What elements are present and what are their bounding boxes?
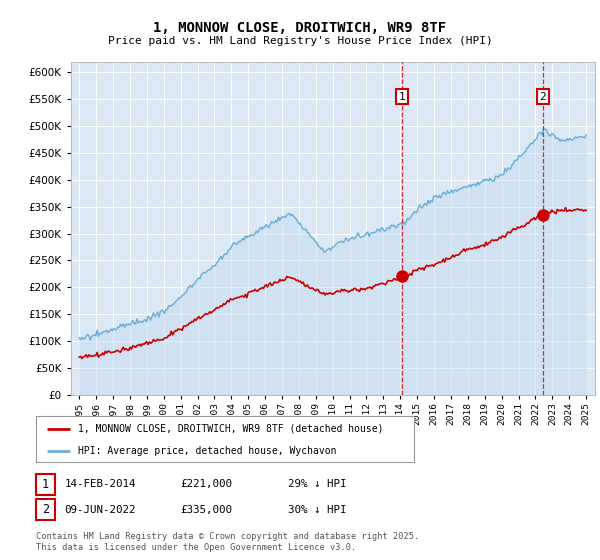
- Text: 30% ↓ HPI: 30% ↓ HPI: [288, 505, 347, 515]
- Text: 14-FEB-2014: 14-FEB-2014: [64, 479, 136, 489]
- Text: 2: 2: [539, 91, 546, 101]
- Text: 1: 1: [399, 91, 406, 101]
- Text: HPI: Average price, detached house, Wychavon: HPI: Average price, detached house, Wych…: [77, 446, 336, 455]
- Text: £221,000: £221,000: [180, 479, 232, 489]
- Text: 29% ↓ HPI: 29% ↓ HPI: [288, 479, 347, 489]
- Text: 09-JUN-2022: 09-JUN-2022: [64, 505, 136, 515]
- Text: 1, MONNOW CLOSE, DROITWICH, WR9 8TF: 1, MONNOW CLOSE, DROITWICH, WR9 8TF: [154, 21, 446, 35]
- Text: 1: 1: [42, 478, 49, 491]
- Text: £335,000: £335,000: [180, 505, 232, 515]
- Text: Contains HM Land Registry data © Crown copyright and database right 2025.
This d: Contains HM Land Registry data © Crown c…: [36, 533, 419, 552]
- Text: 1, MONNOW CLOSE, DROITWICH, WR9 8TF (detached house): 1, MONNOW CLOSE, DROITWICH, WR9 8TF (det…: [77, 424, 383, 434]
- Text: 2: 2: [42, 503, 49, 516]
- Text: Price paid vs. HM Land Registry's House Price Index (HPI): Price paid vs. HM Land Registry's House …: [107, 36, 493, 46]
